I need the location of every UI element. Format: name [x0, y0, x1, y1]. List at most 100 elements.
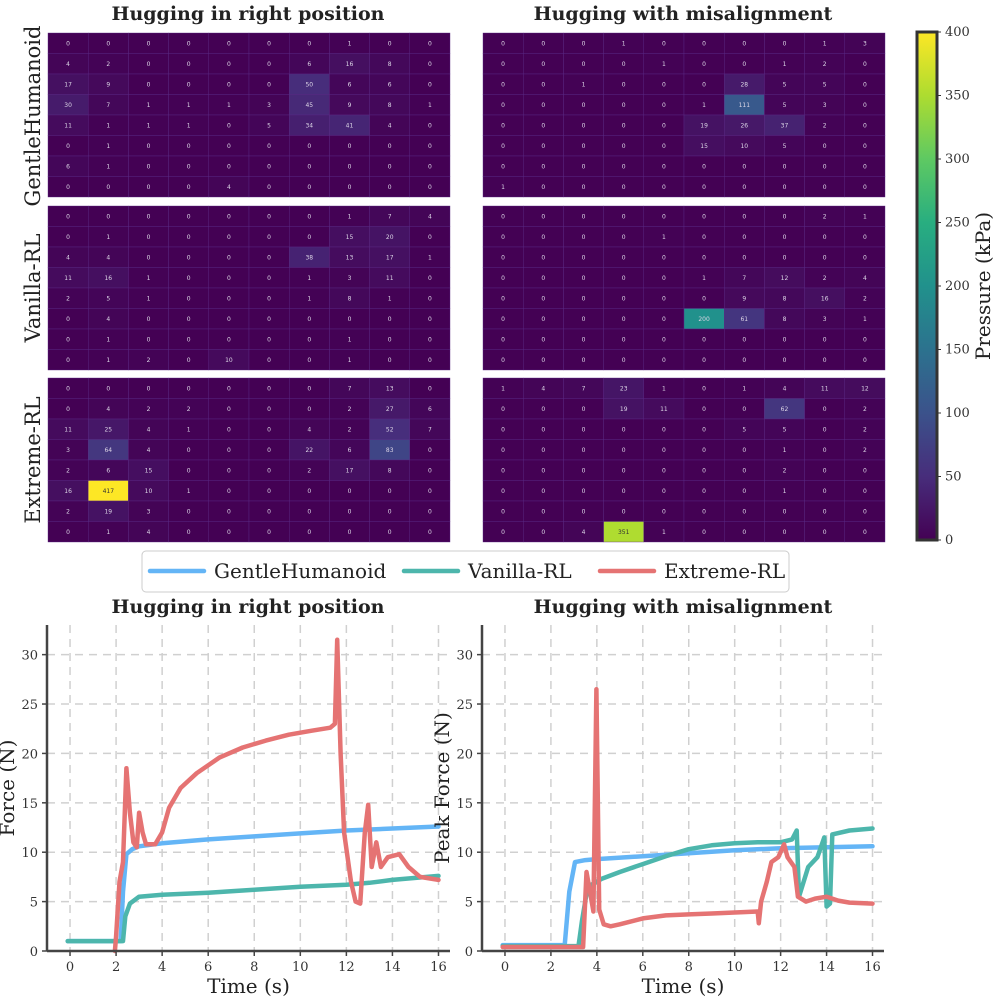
heatmap-cell-label: 4 — [147, 447, 151, 454]
heatmap-cell-label: 0 — [541, 102, 545, 109]
heatmap-cell-label: 0 — [66, 357, 70, 364]
heatmap-cell-label: 0 — [742, 61, 746, 68]
heatmap-cell-label: 0 — [863, 336, 867, 343]
heatmap-cell-label: 0 — [823, 357, 827, 364]
heatmap-cell-label: 8 — [348, 295, 352, 302]
heatmap-cell-label: 0 — [622, 336, 626, 343]
heatmap-cell-label: 0 — [702, 357, 706, 364]
heatmap-cell-label: 8 — [388, 102, 392, 109]
heatmap-cell-label: 0 — [388, 40, 392, 47]
x-tick-label: 0 — [501, 960, 509, 975]
heatmap-cell-label: 0 — [227, 61, 231, 68]
heatmap-cell-label: 6 — [428, 406, 432, 413]
heatmap-cell-label: 0 — [823, 234, 827, 241]
heatmap-cell-label: 5 — [783, 81, 787, 88]
heatmap-cell-label: 2 — [783, 467, 787, 474]
heatmap-cell-label: 1 — [187, 488, 191, 495]
heatmap-cell-label: 0 — [501, 81, 505, 88]
heatmap-cell-label: 2 — [863, 426, 867, 433]
heatmap-cell-label: 0 — [428, 508, 432, 515]
heatmap-cell-label: 0 — [662, 316, 666, 323]
colorbar-tick-label: 400 — [945, 25, 970, 40]
heatmap-cell-label: 0 — [582, 336, 586, 343]
heatmap-cell-label: 0 — [187, 316, 191, 323]
heatmap-cell-label: 0 — [742, 447, 746, 454]
heatmap-cell-label: 9 — [742, 295, 746, 302]
x-tick-label: 16 — [864, 960, 881, 975]
x-tick-label: 16 — [430, 960, 447, 975]
heatmap-cell-label: 0 — [622, 508, 626, 515]
heatmap-cell-label: 0 — [742, 213, 746, 220]
heatmap-cell-label: 2 — [823, 275, 827, 282]
heatmap-cell-label: 1 — [863, 316, 867, 323]
heatmap-cell-label: 0 — [582, 488, 586, 495]
heatmap-cell-label: 0 — [662, 40, 666, 47]
heatmap-cell-label: 7 — [428, 426, 432, 433]
heatmap-cell-label: 0 — [541, 508, 545, 515]
heatmap-cell-label: 0 — [582, 163, 586, 170]
heatmap-cell-label: 0 — [187, 81, 191, 88]
heatmap-cell-label: 0 — [147, 336, 151, 343]
heatmap-cell-label: 0 — [66, 336, 70, 343]
heatmap-cell-label: 0 — [622, 184, 626, 191]
heatmap-cell-label: 0 — [501, 122, 505, 129]
heatmap-cell-label: 0 — [541, 275, 545, 282]
heatmap-cell-label: 0 — [388, 357, 392, 364]
heatmap-cell-label: 16 — [821, 295, 829, 302]
heatmap-cell-label: 0 — [863, 467, 867, 474]
heatmap-cell-label: 0 — [541, 488, 545, 495]
heatmap-cell-label: 0 — [428, 184, 432, 191]
heatmap-cell-label: 0 — [582, 316, 586, 323]
heatmap-cell-label: 0 — [307, 529, 311, 536]
heatmap-cell-label: 11 — [64, 275, 72, 282]
heatmap-cell-label: 0 — [622, 447, 626, 454]
heatmap-cell-label: 0 — [267, 357, 271, 364]
heatmap-cell-label: 2 — [106, 61, 110, 68]
heatmap-cell-label: 0 — [863, 122, 867, 129]
heatmap-cell-label: 0 — [147, 143, 151, 150]
heatmap-cell-label: 0 — [501, 447, 505, 454]
heatmap-cell-label: 0 — [267, 81, 271, 88]
heatmap-cell-label: 3 — [823, 102, 827, 109]
heatmap-cell-label: 1 — [147, 122, 151, 129]
heatmap-cell-label: 0 — [501, 508, 505, 515]
heatmap-cell-label: 15 — [700, 143, 708, 150]
heatmap-cell-label: 0 — [742, 336, 746, 343]
heatmap-cell-label: 12 — [861, 385, 869, 392]
heatmap-cell-label: 1 — [742, 385, 746, 392]
heatmap-cell-label: 1 — [501, 385, 505, 392]
heatmap-cell-label: 0 — [388, 316, 392, 323]
heatmap-cell-label: 2 — [348, 406, 352, 413]
heatmap-cell-label: 0 — [187, 357, 191, 364]
heatmap-cell-label: 0 — [541, 316, 545, 323]
heatmap-cell-label: 0 — [702, 163, 706, 170]
heatmap-cell-label: 0 — [742, 467, 746, 474]
colorbar-tick-label: 100 — [945, 406, 970, 421]
heatmap-cell-label: 0 — [227, 122, 231, 129]
legend-label-gentle: GentleHumanoid — [214, 559, 386, 583]
colorbar-tick-label: 150 — [945, 343, 970, 358]
heatmap-cell-label: 0 — [823, 184, 827, 191]
heatmap-cell-label: 0 — [267, 275, 271, 282]
heatmap-cell-label: 0 — [541, 447, 545, 454]
heatmap-cell-label: 0 — [267, 40, 271, 47]
heatmap-cell-label: 0 — [501, 467, 505, 474]
heatmap-cell-label: 1 — [702, 275, 706, 282]
heatmap-cell-label: 4 — [307, 426, 311, 433]
heatmap-cell-label: 0 — [227, 316, 231, 323]
heatmap-cell-label: 0 — [388, 184, 392, 191]
heatmap-cell-label: 3 — [863, 40, 867, 47]
y-tick-label: 30 — [456, 649, 473, 664]
heatmap-panel: 0 0 0 0 0 0 0 7 13 00 4 2 2 0 0 0 2 27 611 25 4 1 0 0 4 2 52 73 64 4 0… — [47, 377, 451, 543]
heatmap-cell-label: 0 — [582, 275, 586, 282]
heatmap-cell-label: 0 — [541, 163, 545, 170]
heatmap-cell-label: 2 — [66, 295, 70, 302]
heatmap-cell-label: 0 — [783, 213, 787, 220]
heatmap-cell-label: 37 — [781, 122, 789, 129]
heatmap-cell-label: 0 — [622, 213, 626, 220]
heatmap-cell-label: 0 — [823, 143, 827, 150]
heatmap-cell-label: 0 — [501, 61, 505, 68]
heatmap-cell-label: 0 — [267, 184, 271, 191]
heatmap-cell-label: 0 — [428, 529, 432, 536]
